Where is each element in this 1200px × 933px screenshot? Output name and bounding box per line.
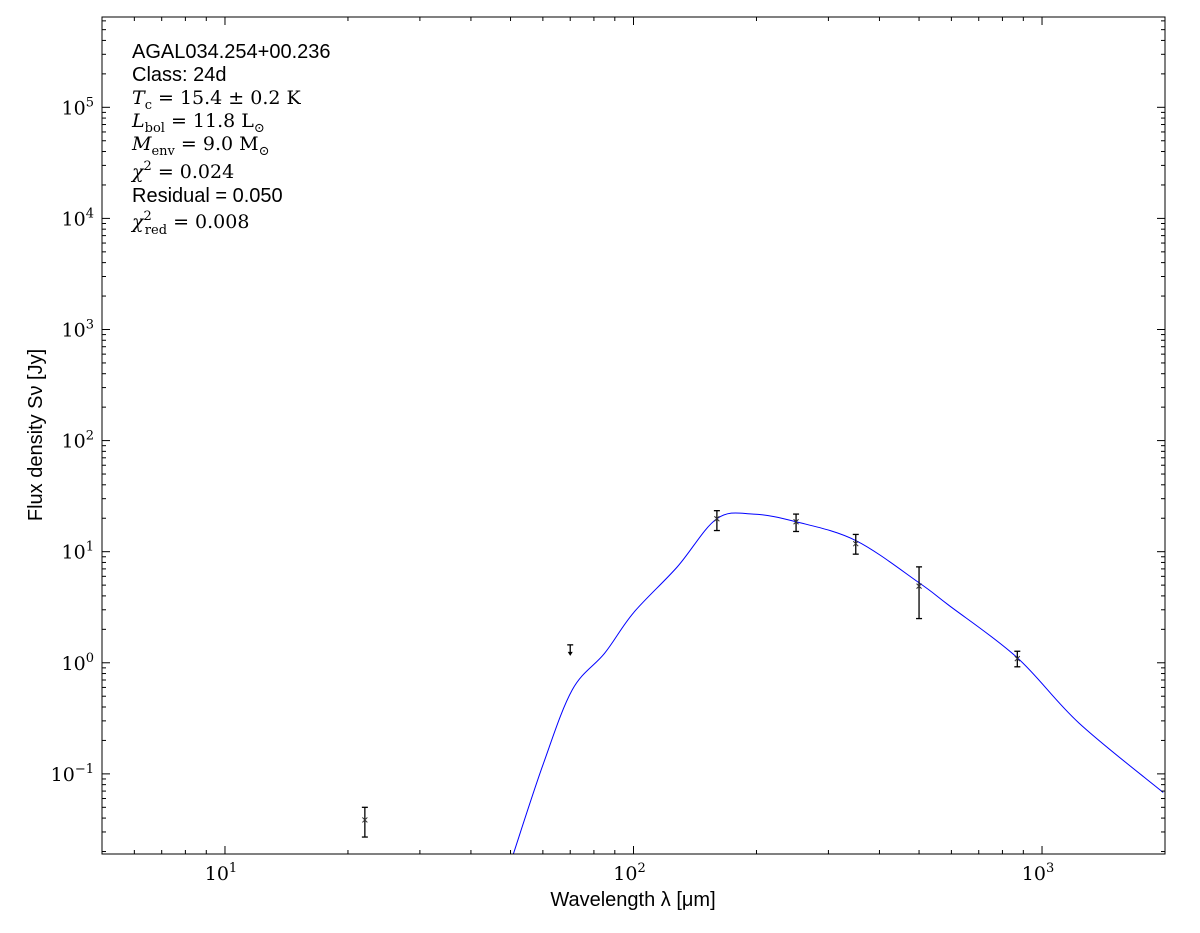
x-marker — [852, 540, 859, 547]
annotation-line: AGAL034.254+00.236 — [132, 41, 331, 63]
ticks-layer: 101 102 103 10−1 100 101 102 103 104 105 — [51, 17, 1166, 885]
model-curve-layer — [512, 512, 1164, 854]
x-axis-label: Wavelength λ [μm] — [550, 889, 715, 911]
annotation-line: Menv = 9.0 M⊙ — [131, 133, 270, 159]
annotation-line: Residual = 0.050 — [132, 185, 283, 207]
data-point — [567, 644, 574, 656]
annotation-line: χ2 = 0.024 — [130, 159, 234, 183]
upper-limit-arrow — [567, 651, 573, 656]
data-point — [361, 806, 368, 838]
x-tick-label: 101 — [205, 861, 237, 885]
data-point — [852, 533, 859, 555]
x-marker — [362, 817, 368, 823]
annotation-line: Lbol = 11.8 L⊙ — [131, 110, 265, 136]
y-tick-label: 104 — [62, 206, 94, 230]
x-tick-label: 102 — [613, 861, 645, 885]
y-tick-label: 103 — [62, 317, 94, 341]
x-marker — [714, 515, 720, 522]
y-tick-label: 102 — [62, 429, 94, 453]
x-marker — [916, 583, 922, 589]
model-curve — [512, 512, 1164, 854]
data-point — [916, 566, 923, 620]
data-points-layer — [361, 510, 1021, 838]
y-tick-label: 105 — [62, 95, 94, 119]
y-tick-label: 100 — [62, 651, 94, 675]
annotation-line: Tc = 15.4 ± 0.2 K — [132, 87, 302, 113]
data-point — [1014, 650, 1021, 668]
plot-frame — [101, 16, 1166, 855]
x-tick-label: 103 — [1022, 861, 1054, 885]
data-point — [713, 510, 720, 532]
model-curve-extension — [512, 853, 514, 854]
y-tick-label: 101 — [62, 540, 94, 564]
x-marker — [1014, 655, 1021, 662]
annotation-line: Class: 24d — [132, 64, 227, 86]
y-axis-label: Flux density Sν [Jy] — [25, 349, 47, 521]
y-tick-label: 10−1 — [51, 762, 94, 786]
data-point — [793, 513, 800, 533]
annotation-line: χ2 red = 0.008 — [130, 209, 249, 238]
x-marker — [793, 518, 799, 525]
